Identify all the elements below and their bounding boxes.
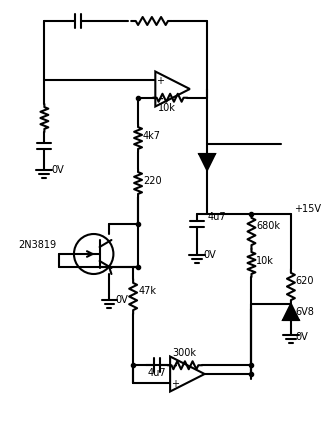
Text: 4k7: 4k7 bbox=[143, 131, 161, 141]
Text: 620: 620 bbox=[296, 276, 314, 285]
Text: +15V: +15V bbox=[294, 204, 321, 213]
Text: 0V: 0V bbox=[203, 249, 216, 259]
Polygon shape bbox=[199, 155, 215, 171]
Polygon shape bbox=[283, 304, 299, 320]
Text: 0V: 0V bbox=[115, 294, 128, 304]
Text: 4u7: 4u7 bbox=[148, 367, 166, 378]
Text: +: + bbox=[156, 76, 164, 86]
Text: +: + bbox=[171, 378, 179, 388]
Text: -: - bbox=[173, 360, 177, 370]
Text: 47k: 47k bbox=[138, 285, 156, 295]
Text: -: - bbox=[158, 94, 163, 104]
Text: 0V: 0V bbox=[51, 165, 64, 175]
Text: 6V8: 6V8 bbox=[296, 306, 315, 316]
Text: 300k: 300k bbox=[173, 347, 197, 357]
Text: 4u7: 4u7 bbox=[207, 212, 226, 222]
Text: 680k: 680k bbox=[256, 220, 280, 230]
Text: 10k: 10k bbox=[256, 255, 274, 265]
Text: 220: 220 bbox=[143, 176, 162, 186]
Text: 2N3819: 2N3819 bbox=[18, 240, 56, 249]
Text: 10k: 10k bbox=[158, 102, 176, 113]
Text: 0V: 0V bbox=[296, 331, 309, 341]
